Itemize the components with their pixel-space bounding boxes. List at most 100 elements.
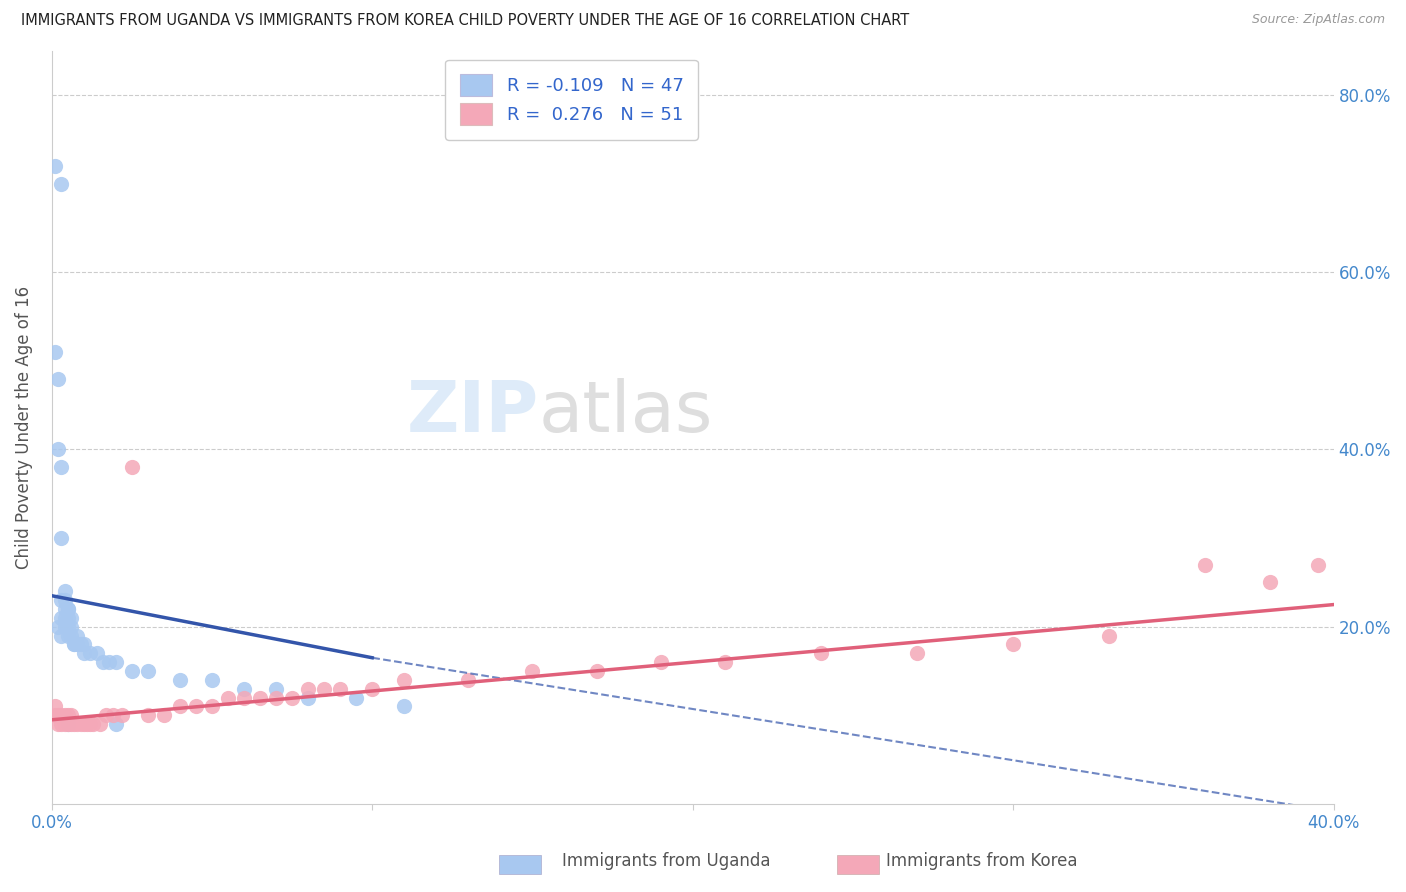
Point (73, 717, 96, 731)
Point (56, 602, 79, 616)
Text: atlas: atlas (538, 378, 713, 447)
Point (86, 646, 108, 660)
Point (73, 637, 96, 651)
Point (51, 460, 73, 475)
Point (713, 655, 735, 669)
Point (121, 460, 143, 475)
Point (66, 637, 89, 651)
Point (169, 673, 191, 687)
Point (201, 699, 224, 714)
Point (44, 159, 66, 173)
Text: Immigrants from Korea: Immigrants from Korea (886, 852, 1077, 870)
Point (51, 593, 73, 607)
Point (264, 681, 287, 696)
Point (79, 717, 101, 731)
Point (169, 699, 191, 714)
Text: Source: ZipAtlas.com: Source: ZipAtlas.com (1251, 13, 1385, 27)
Point (217, 690, 239, 705)
Point (153, 708, 176, 723)
Y-axis label: Child Poverty Under the Age of 16: Child Poverty Under the Age of 16 (15, 285, 32, 569)
Point (585, 664, 607, 678)
Point (46, 620, 69, 634)
Point (1002, 637, 1025, 651)
Point (1194, 558, 1216, 572)
Point (51, 717, 73, 731)
Point (104, 717, 127, 731)
Text: IMMIGRANTS FROM UGANDA VS IMMIGRANTS FROM KOREA CHILD POVERTY UNDER THE AGE OF 1: IMMIGRANTS FROM UGANDA VS IMMIGRANTS FRO… (21, 13, 910, 29)
Point (63, 717, 86, 731)
Point (281, 690, 304, 705)
Point (104, 655, 127, 669)
Point (46, 371, 69, 385)
Point (82, 717, 104, 731)
Point (184, 699, 207, 714)
Point (51, 629, 73, 643)
Point (1258, 575, 1281, 590)
Point (46, 442, 69, 457)
Point (96, 708, 118, 723)
Point (522, 664, 544, 678)
Point (44, 699, 66, 714)
Point (59, 708, 82, 723)
Point (56, 611, 79, 625)
Point (51, 177, 73, 191)
Point (56, 717, 79, 731)
Point (59, 629, 82, 643)
Point (56, 620, 79, 634)
Point (53, 611, 76, 625)
Point (53, 602, 76, 616)
Point (63, 637, 86, 651)
Point (314, 681, 336, 696)
Point (297, 690, 319, 705)
Point (56, 717, 79, 731)
Point (53, 708, 76, 723)
Text: Immigrants from Uganda: Immigrants from Uganda (562, 852, 770, 870)
Point (63, 637, 86, 651)
Point (73, 646, 96, 660)
Point (59, 620, 82, 634)
Point (201, 673, 224, 687)
Point (66, 717, 89, 731)
Point (344, 690, 367, 705)
Point (89, 717, 111, 731)
Point (361, 681, 384, 696)
Point (51, 531, 73, 545)
Point (394, 673, 416, 687)
Point (76, 717, 98, 731)
Legend: R = -0.109   N = 47, R =  0.276   N = 51: R = -0.109 N = 47, R = 0.276 N = 51 (446, 60, 697, 140)
Point (233, 681, 256, 696)
Point (56, 708, 79, 723)
Point (56, 629, 79, 643)
Point (53, 593, 76, 607)
Point (91, 655, 114, 669)
Point (1098, 629, 1121, 643)
Point (329, 681, 352, 696)
Point (233, 690, 256, 705)
Point (53, 717, 76, 731)
Point (650, 655, 672, 669)
Point (457, 673, 479, 687)
Point (136, 708, 159, 723)
Point (905, 646, 928, 660)
Point (98, 655, 121, 669)
Point (264, 690, 287, 705)
Point (136, 664, 159, 678)
Point (69, 637, 91, 651)
Point (46, 717, 69, 731)
Point (53, 584, 76, 599)
Point (111, 708, 134, 723)
Point (51, 611, 73, 625)
Point (79, 646, 101, 660)
Point (51, 708, 73, 723)
Point (56, 602, 79, 616)
Point (66, 629, 89, 643)
Point (59, 717, 82, 731)
Point (810, 646, 832, 660)
Point (53, 620, 76, 634)
Point (44, 345, 66, 359)
Point (1306, 558, 1329, 572)
Point (59, 611, 82, 625)
Point (46, 708, 69, 723)
Point (297, 681, 319, 696)
Point (69, 717, 91, 731)
